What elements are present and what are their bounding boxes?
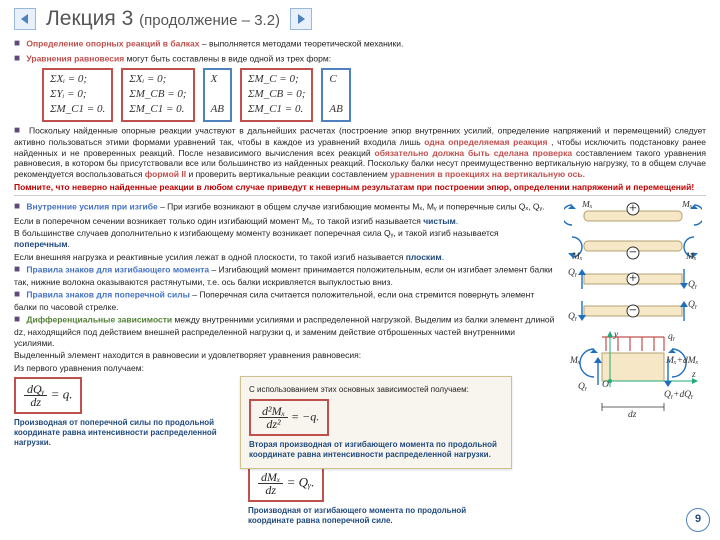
- divider: [14, 195, 706, 196]
- prev-button[interactable]: [14, 8, 36, 30]
- svg-text:Qᵧ: Qᵧ: [578, 382, 588, 392]
- b2-lead: Уравнения равновесия: [26, 53, 124, 63]
- pure-bending: Если в поперечном сечении возникает толь…: [14, 216, 556, 227]
- eq-form-1: ΣXᵢ = 0; ΣYᵢ = 0; ΣM_C1 = 0.: [42, 68, 113, 121]
- warning: Помните, что неверно найденные реакции в…: [14, 182, 706, 193]
- plane-bending: Если внешняя нагрузка и реактивные усили…: [14, 252, 556, 263]
- callout-box: С использованием этих основных зависимос…: [240, 376, 512, 469]
- bullet-icon: ■: [14, 38, 20, 49]
- beam-m-positive: + Mₓ Mₓ: [564, 201, 702, 229]
- svg-text:O: O: [602, 380, 609, 390]
- result-2: Производная от изгибающего момента по пр…: [248, 506, 498, 526]
- b1-rest: – выполняется методами теоретической мех…: [202, 39, 404, 49]
- title-main: Лекция 3: [46, 7, 133, 30]
- beam-element-diagram: qᵧ y z O Mₓ Mₓ+dMₓ Qᵧ Qᵧ+dQᵧ: [564, 329, 702, 425]
- svg-text:Qᵧ+dQᵧ: Qᵧ+dQᵧ: [664, 390, 694, 400]
- svg-text:+: +: [629, 272, 637, 287]
- bullet-icon: ■: [14, 289, 20, 300]
- svg-text:Qᵧ: Qᵧ: [688, 300, 698, 310]
- triangle-left-icon: [19, 13, 31, 25]
- equation-forms: ΣXᵢ = 0; ΣYᵢ = 0; ΣM_C1 = 0. ΣXᵢ = 0; ΣM…: [42, 68, 706, 121]
- svg-text:y: y: [613, 330, 619, 340]
- rule-moment: ■ Правила знаков для изгибающего момента…: [14, 264, 556, 287]
- svg-text:Mₓ: Mₓ: [681, 201, 693, 210]
- beam-diagrams: + Mₓ Mₓ − Mₓ Mₓ + Qᵧ Qᵧ: [564, 199, 706, 425]
- para-reactions: ■ Поскольку найденные опорные реакции уч…: [14, 125, 706, 180]
- page-number: 9: [686, 508, 710, 532]
- eq-form-3-note: C AB: [321, 68, 350, 121]
- svg-text:−: −: [629, 246, 637, 261]
- rule-shear: ■ Правила знаков для поперечной силы – П…: [14, 289, 556, 312]
- triangle-right-icon: [295, 13, 307, 25]
- eq-form-3: ΣM_C = 0; ΣM_CB = 0; ΣM_C1 = 0.: [240, 68, 313, 121]
- transverse-bending: В большинстве случаев дополнительно к из…: [14, 228, 556, 249]
- diff-first: Из первого уравнения получаем:: [14, 363, 556, 374]
- bullet-icon: ■: [14, 201, 20, 212]
- svg-text:Mₓ+dMₓ: Mₓ+dMₓ: [665, 356, 699, 366]
- svg-text:Mₓ: Mₓ: [571, 252, 583, 261]
- svg-text:z: z: [691, 370, 696, 380]
- beam-q-negative: − Qᵧ Qᵧ: [564, 297, 702, 325]
- result-1: Производная от поперечной силы по продол…: [14, 418, 234, 448]
- bullet-2: ■ Уравнения равновесия могут быть состав…: [14, 53, 706, 66]
- svg-text:Mₓ: Mₓ: [685, 252, 697, 261]
- next-button[interactable]: [290, 8, 312, 30]
- diff-equil: Выделенный элемент находится в равновеси…: [14, 350, 556, 361]
- svg-text:Qᵧ: Qᵧ: [688, 280, 698, 290]
- svg-text:+: +: [629, 202, 637, 217]
- bullet-1: ■ Определение опорных реакций в балках –…: [14, 38, 706, 51]
- formula-d2M: d²Mₓ dz² = −q.: [249, 399, 329, 436]
- callout-result: Вторая производная от изгибающего момент…: [249, 440, 503, 460]
- title-sub: (продолжение – 3.2): [139, 12, 280, 29]
- svg-text:Qᵧ: Qᵧ: [568, 312, 578, 322]
- bullet-icon: ■: [14, 264, 20, 275]
- title-row: Лекция 3 (продолжение – 3.2): [0, 0, 720, 34]
- bullet-icon: ■: [14, 314, 20, 325]
- bullet-icon: ■: [14, 53, 20, 64]
- formula-dM: dMₓ dz = Qᵧ.: [248, 465, 324, 502]
- svg-text:−: −: [629, 304, 637, 319]
- svg-text:qᵧ: qᵧ: [668, 332, 676, 342]
- callout-head: С использованием этих основных зависимос…: [249, 385, 503, 395]
- b1-lead: Определение опорных реакций в балках: [26, 39, 199, 49]
- svg-text:Qᵧ: Qᵧ: [568, 268, 578, 278]
- svg-text:Mₓ: Mₓ: [581, 201, 593, 210]
- page-title: Лекция 3 (продолжение – 3.2): [46, 6, 280, 32]
- eq-form-2-note: X AB: [203, 68, 232, 121]
- bullet-icon: ■: [14, 125, 21, 136]
- diff-head: ■ Дифференциальные зависимости между вну…: [14, 314, 556, 348]
- svg-text:dz: dz: [628, 410, 637, 420]
- svg-text:Mₓ: Mₓ: [569, 356, 581, 366]
- formula-dQ: dQᵧ dz = q.: [14, 377, 82, 414]
- b2-rest: могут быть составлены в виде одной из тр…: [127, 53, 332, 63]
- beam-m-negative: − Mₓ Mₓ: [564, 233, 702, 261]
- eq-form-2: ΣXᵢ = 0; ΣM_CB = 0; ΣM_C1 = 0.: [121, 68, 194, 121]
- beam-q-positive: + Qᵧ Qᵧ: [564, 265, 702, 293]
- inner-forces-head: ■ Внутренние усилия при изгибе – При изг…: [14, 201, 556, 214]
